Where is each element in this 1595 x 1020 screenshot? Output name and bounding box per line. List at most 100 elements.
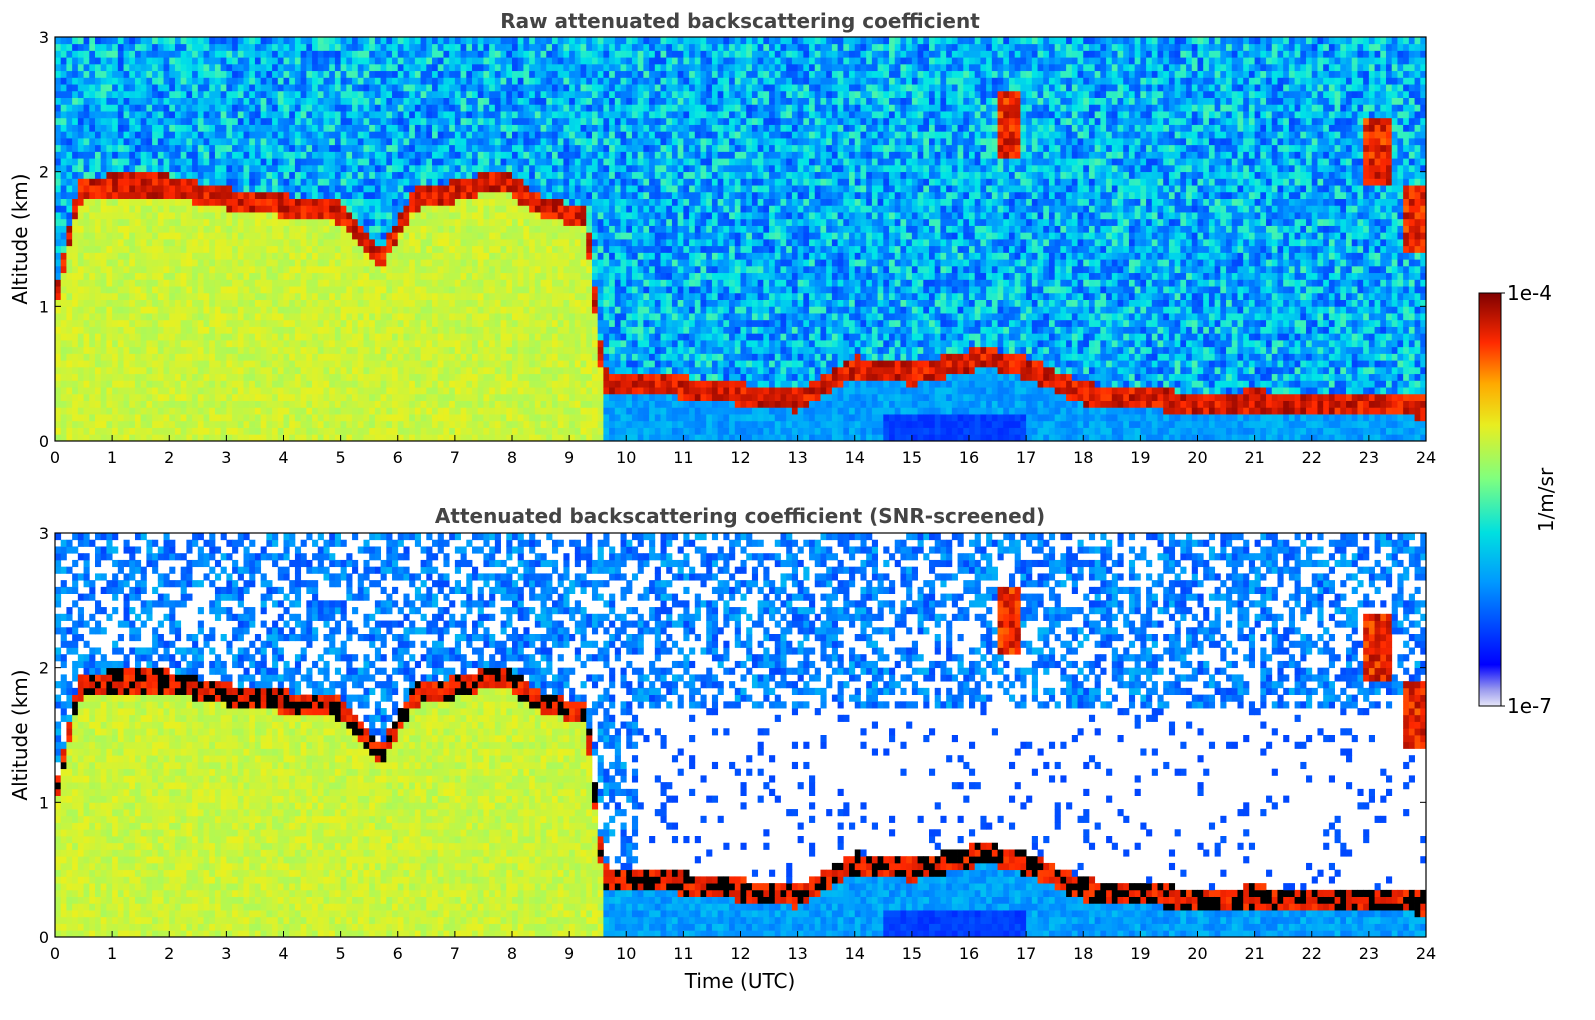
heatmap-cell xyxy=(169,232,176,240)
heatmap-cell xyxy=(146,158,153,166)
heatmap-cell xyxy=(403,313,410,321)
heatmap-cell xyxy=(380,131,387,139)
heatmap-cell xyxy=(494,340,501,348)
heatmap-cell xyxy=(329,292,336,300)
heatmap-cell xyxy=(117,286,124,294)
heatmap-cell xyxy=(129,124,136,132)
heatmap-cell xyxy=(77,138,84,146)
heatmap-cell xyxy=(197,37,204,45)
heatmap-cell xyxy=(134,286,142,294)
heatmap-cell xyxy=(426,313,433,321)
heatmap-cell xyxy=(94,286,102,294)
heatmap-cell xyxy=(374,346,382,354)
heatmap-cell xyxy=(277,319,284,327)
heatmap-cell xyxy=(500,70,507,78)
heatmap-cell xyxy=(55,279,62,287)
heatmap-cell xyxy=(266,272,273,280)
heatmap-cell xyxy=(426,151,433,159)
heatmap-cell xyxy=(254,164,262,173)
heatmap-cell xyxy=(192,393,199,401)
heatmap-cell xyxy=(197,70,204,78)
heatmap-cell xyxy=(180,400,187,408)
heatmap-cell xyxy=(512,313,519,321)
heatmap-cell xyxy=(72,340,79,348)
heatmap-cell xyxy=(443,185,450,193)
heatmap-cell xyxy=(60,286,67,294)
heatmap-cell xyxy=(352,400,359,408)
heatmap-cell xyxy=(300,319,307,327)
heatmap-cell xyxy=(323,50,330,58)
heatmap-cell xyxy=(66,400,73,408)
heatmap-cell xyxy=(272,292,279,300)
heatmap-cell xyxy=(117,353,124,361)
heatmap-cell xyxy=(89,252,96,260)
heatmap-cell xyxy=(60,43,67,51)
heatmap-cell xyxy=(140,232,147,240)
heatmap-cell xyxy=(94,353,102,361)
heatmap-cell xyxy=(112,212,119,220)
heatmap-cell xyxy=(472,286,479,294)
heatmap-cell xyxy=(317,144,324,152)
heatmap-cell xyxy=(277,393,284,401)
heatmap-cell xyxy=(134,43,142,51)
heatmap-cell xyxy=(272,434,279,442)
heatmap-cell xyxy=(363,387,370,395)
heatmap-cell xyxy=(289,259,296,267)
heatmap-cell xyxy=(72,232,79,240)
heatmap-cell xyxy=(340,151,347,159)
heatmap-cell xyxy=(512,158,519,166)
heatmap-cell xyxy=(312,373,319,381)
heatmap-cell xyxy=(203,366,210,375)
heatmap-cell xyxy=(106,427,113,435)
heatmap-cell xyxy=(346,63,353,72)
heatmap-cell xyxy=(163,164,170,173)
heatmap-cell xyxy=(123,393,130,401)
heatmap-cell xyxy=(214,420,222,428)
heatmap-cell xyxy=(443,400,450,408)
heatmap-cell xyxy=(432,212,439,220)
heatmap-cell xyxy=(312,84,319,92)
heatmap-cell xyxy=(112,366,119,375)
heatmap-cell xyxy=(174,313,182,321)
heatmap-cell xyxy=(323,37,330,45)
heatmap-cell xyxy=(443,63,450,72)
heatmap-cell xyxy=(186,306,193,314)
heatmap-cell xyxy=(106,313,113,321)
heatmap-cell xyxy=(346,111,353,119)
heatmap-cell xyxy=(243,306,250,314)
heatmap-cell xyxy=(500,77,507,85)
heatmap-cell xyxy=(500,407,507,415)
heatmap-cell xyxy=(512,205,519,213)
heatmap-cell xyxy=(192,353,199,361)
heatmap-cell xyxy=(403,185,410,193)
heatmap-cell xyxy=(466,427,473,435)
heatmap-cell xyxy=(89,151,96,159)
heatmap-cell xyxy=(329,117,336,125)
heatmap-cell xyxy=(220,131,227,139)
heatmap-cell xyxy=(460,400,467,408)
heatmap-cell xyxy=(506,63,513,72)
heatmap-cell xyxy=(60,158,67,166)
heatmap-cell xyxy=(77,366,84,375)
heatmap-cell xyxy=(340,306,347,314)
heatmap-cell xyxy=(106,272,113,280)
heatmap-cell xyxy=(180,319,187,327)
heatmap-cell xyxy=(77,232,84,240)
heatmap-cell xyxy=(260,313,267,321)
heatmap-cell xyxy=(369,407,376,415)
heatmap-cell xyxy=(403,239,410,247)
heatmap-cell xyxy=(129,212,136,220)
heatmap-cell xyxy=(312,178,319,186)
heatmap-cell xyxy=(357,84,364,92)
heatmap-cell xyxy=(414,434,421,442)
heatmap-cell xyxy=(454,353,461,361)
heatmap-cell xyxy=(146,144,153,152)
heatmap-cell xyxy=(357,57,364,65)
heatmap-cell xyxy=(323,158,330,166)
heatmap-cell xyxy=(272,171,279,179)
heatmap-cell xyxy=(506,245,513,253)
heatmap-cell xyxy=(329,57,336,65)
heatmap-cell xyxy=(266,124,273,132)
heatmap-cell xyxy=(123,185,130,193)
heatmap-cell xyxy=(112,77,119,85)
